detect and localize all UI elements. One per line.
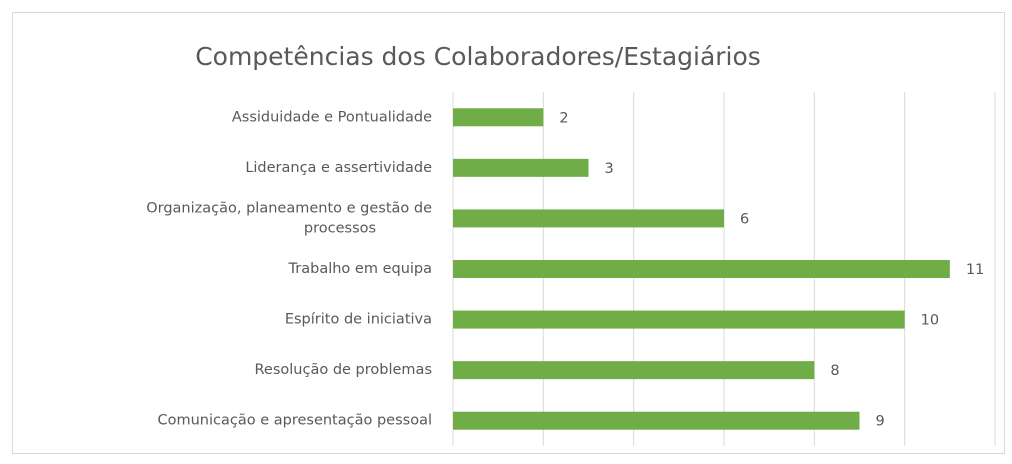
bar xyxy=(453,158,589,177)
data-label: 2 xyxy=(559,110,568,126)
y-tick-label: Trabalho em equipa xyxy=(288,261,432,277)
chart-frame xyxy=(12,12,1005,454)
bar xyxy=(453,361,815,380)
data-label: 11 xyxy=(966,262,984,278)
chart-title: Competências dos Colaboradores/Estagiári… xyxy=(195,42,761,71)
y-tick-label: Liderança e assertividade xyxy=(245,160,432,176)
y-tick-label: Assiduidade e Pontualidade xyxy=(232,109,432,125)
data-label: 8 xyxy=(830,363,839,379)
bar xyxy=(453,411,860,430)
bar xyxy=(453,310,905,329)
y-tick-label: Organização, planeamento e gestão de proc… xyxy=(146,200,432,236)
y-tick-label: Espírito de iniciativa xyxy=(285,312,432,328)
data-label: 6 xyxy=(740,211,749,227)
y-tick-label: Comunicação e apresentação pessoal xyxy=(157,413,432,429)
bar xyxy=(453,209,724,228)
bar xyxy=(453,108,544,127)
y-tick-label: Resolução de problemas xyxy=(255,362,433,378)
bar xyxy=(453,260,950,278)
data-label: 9 xyxy=(876,414,885,430)
data-label: 10 xyxy=(921,313,939,329)
data-label: 3 xyxy=(605,161,614,177)
